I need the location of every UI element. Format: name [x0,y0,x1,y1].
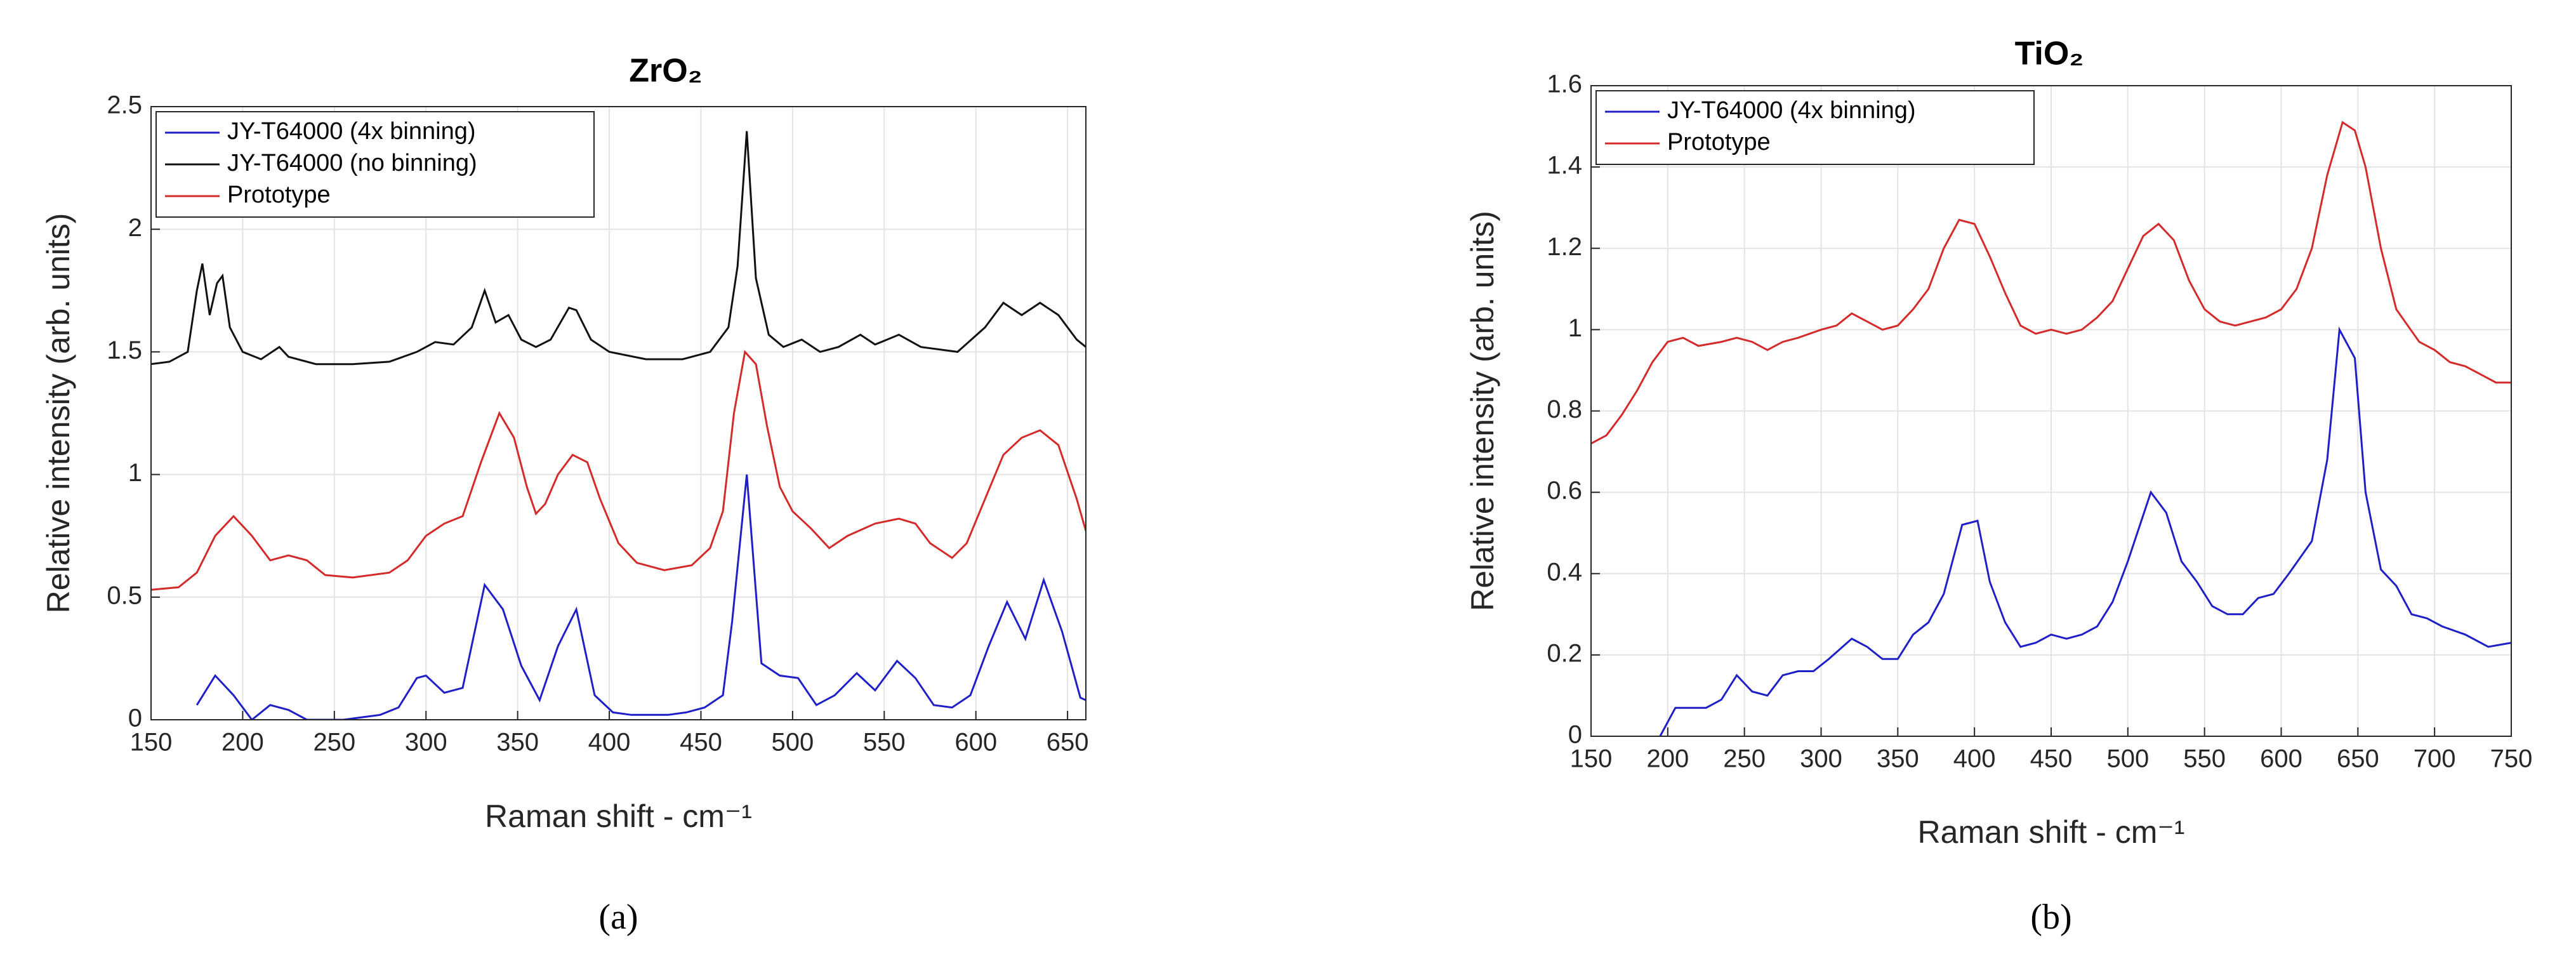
legend-label: JY-T64000 (4x binning) [1667,97,1916,124]
legend-box [155,111,595,218]
data-line [1659,326,2511,736]
chart: 150 200 250 300 350 400 450 500 550 600 650 0 0.5 1 1.… [41,53,1088,937]
legend-label: JY-T64000 (4x binning) [227,118,476,145]
data-layer [1591,121,2511,736]
chart: 150 200 250 300 350 400 450 500 550 600 650 700 750 0… [1465,36,2532,937]
x-tick-label: 150 [130,729,173,757]
x-tick-label: 300 [405,729,447,757]
y-tick-label: 0.8 [1547,395,1582,423]
x-tick-label: 550 [863,729,906,757]
y-axis-label: Relative intensity (arb. units) [1465,211,1500,611]
x-tick-label: 250 [1723,745,1766,773]
data-layer [151,131,1086,720]
x-axis-label: Raman shift - cm⁻¹ [1918,814,2185,850]
x-tick-label: 350 [1877,745,1919,773]
legend-box [1595,90,2035,165]
x-tick-label: 750 [2490,745,2533,773]
y-tick-label: 1 [128,459,142,487]
x-tick-label: 600 [2260,745,2302,773]
x-tick-label: 650 [1047,729,1089,757]
x-tick-label: 700 [2414,745,2456,773]
x-tick-label: 450 [2030,745,2073,773]
y-tick-label: 1.4 [1547,152,1582,180]
y-tick-label: 1 [1568,314,1582,342]
y-tick-label: 0.6 [1547,477,1582,505]
y-tick-label: 0.5 [107,581,142,609]
y-tick-label: 2 [128,214,142,242]
panel-label: (b) [2030,897,2071,937]
legend-label: JY-T64000 (no binning) [227,150,477,176]
axes-frame [1590,85,2512,737]
x-tick-label: 650 [2337,745,2379,773]
data-line [195,474,1086,720]
x-tick-label: 400 [1953,745,1996,773]
data-line [151,131,1086,366]
x-tick-label: 500 [2106,745,2149,773]
data-line [151,350,1086,591]
x-tick-label: 550 [2183,745,2226,773]
y-tick-label: 1.5 [107,336,142,364]
chart-title: ZrO₂ [629,53,703,89]
data-line [1591,121,2511,445]
x-tick-label: 600 [954,729,997,757]
y-tick-label: 2.5 [107,91,142,119]
y-axis-label: Relative intensity (arb. units) [41,213,76,614]
y-tick-label: 1.6 [1547,70,1582,98]
legend-label: Prototype [1667,129,1771,156]
legend: JY-T64000 (4x binning) Prototype [1595,90,2035,165]
x-tick-label: 350 [496,729,539,757]
x-tick-label: 200 [221,729,264,757]
y-tick-label: 0 [1568,721,1582,749]
y-tick-label: 0 [128,705,142,732]
x-tick-label: 250 [313,729,355,757]
legend: JY-T64000 (4x binning) JY-T64000 (no binn… [155,111,595,218]
x-tick-label: 450 [680,729,722,757]
axes-frame [150,106,1087,720]
x-tick-label: 400 [588,729,631,757]
panel-label: (a) [598,897,638,937]
x-axis-label: Raman shift - cm⁻¹ [485,798,752,834]
x-tick-label: 200 [1646,745,1689,773]
chart-title: TiO₂ [2015,36,2084,72]
x-tick-label: 150 [1570,745,1613,773]
x-tick-label: 500 [772,729,814,757]
y-tick-label: 1.2 [1547,233,1582,261]
x-tick-label: 300 [1800,745,1842,773]
legend-label: Prototype [227,182,331,208]
y-tick-label: 0.4 [1547,558,1582,586]
y-tick-label: 0.2 [1547,639,1582,667]
